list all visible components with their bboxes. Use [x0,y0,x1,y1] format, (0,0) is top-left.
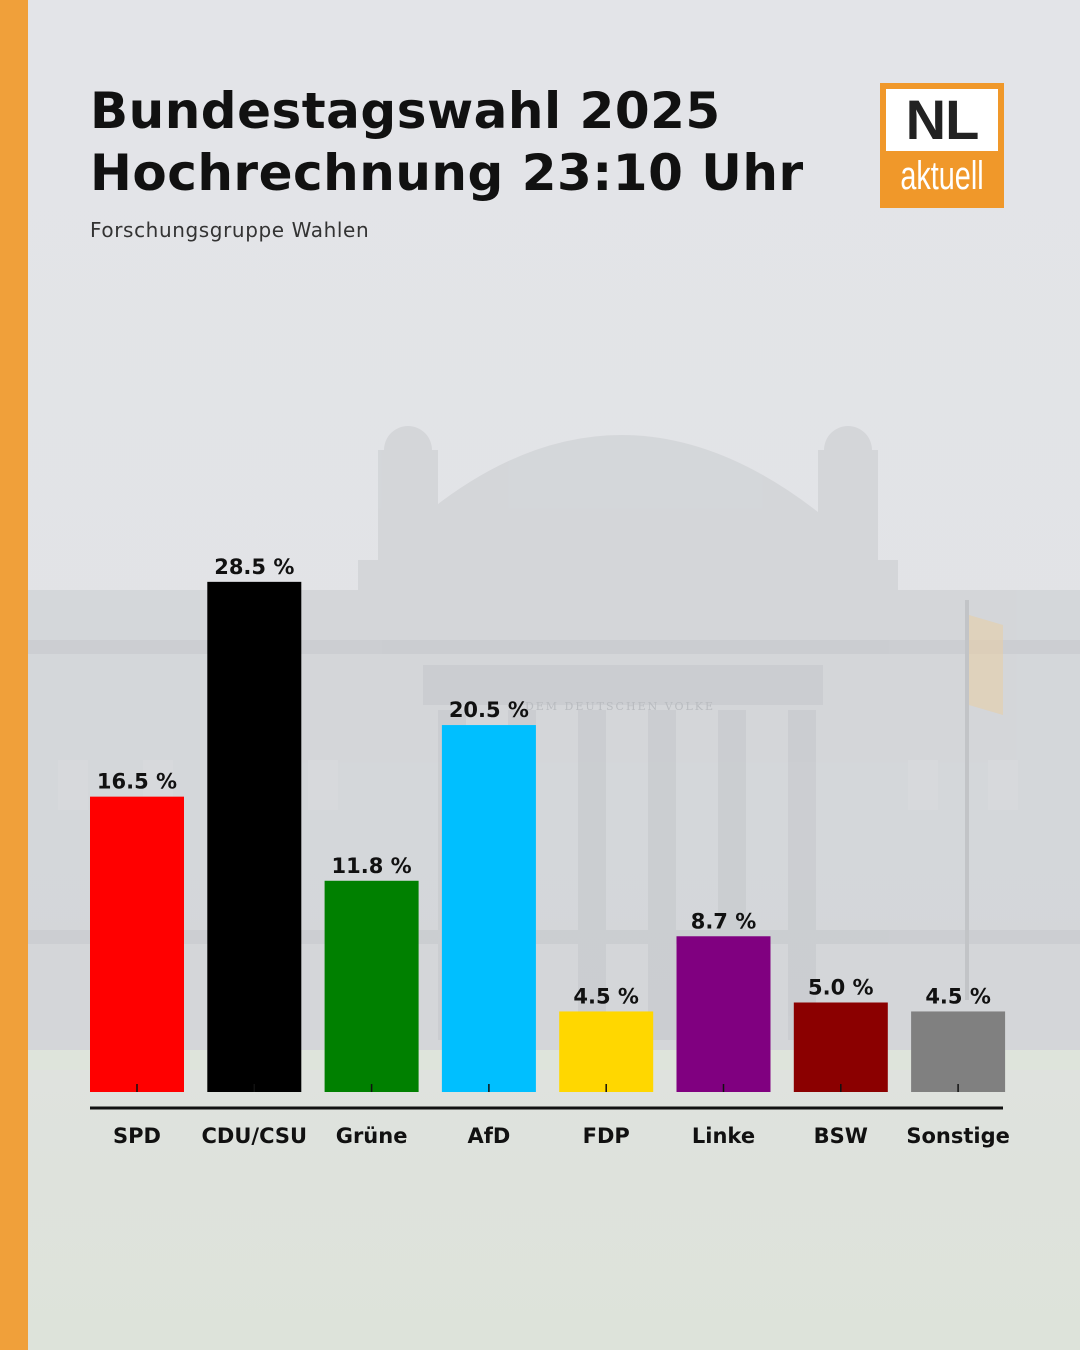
category-label-afd: AfD [467,1124,510,1148]
reichstag-background-image: DEM DEUTSCHEN VOLKE [28,426,1080,1070]
page-title: Bundestagswahl 2025 Hochrechnung 23:10 U… [90,80,804,204]
bar-linke [676,936,771,1092]
value-label-gr-ne: 11.8 % [332,854,412,878]
category-label-sonstige: Sonstige [906,1124,1010,1148]
bar-gr-ne [324,880,419,1092]
category-label-cdu-csu: CDU/CSU [202,1124,308,1148]
title-line-1: Bundestagswahl 2025 [90,82,721,140]
bar-sonstige [911,1011,1006,1092]
category-label-gr-ne: Grüne [336,1124,408,1148]
title-line-2: Hochrechnung 23:10 Uhr [90,144,804,202]
logo-box: NL [886,89,998,151]
nl-aktuell-logo: NL aktuell [880,83,1004,208]
logo-nl-text: NL [905,88,980,151]
value-label-fdp: 4.5 % [573,984,639,1008]
value-label-bsw: 5.0 % [808,976,874,1000]
value-label-sonstige: 4.5 % [925,984,991,1008]
building-engraving: DEM DEUTSCHEN VOLKE [525,700,715,713]
bar-cdu-csu [207,581,302,1092]
value-label-linke: 8.7 % [691,909,757,933]
value-label-cdu-csu: 28.5 % [214,555,294,579]
value-label-afd: 20.5 % [449,698,529,722]
category-label-linke: Linke [692,1124,755,1148]
bar-afd [441,725,536,1092]
orange-accent-bar [0,0,28,1350]
bar-spd [90,796,184,1092]
category-label-bsw: BSW [814,1124,868,1148]
source-label: Forschungsgruppe Wahlen [90,218,370,242]
bar-fdp [559,1011,654,1092]
logo-aktuell-text: aktuell [900,154,984,198]
bar-bsw [793,1002,888,1092]
category-label-fdp: FDP [583,1124,630,1148]
value-label-spd: 16.5 % [97,770,177,794]
category-label-spd: SPD [113,1124,161,1148]
